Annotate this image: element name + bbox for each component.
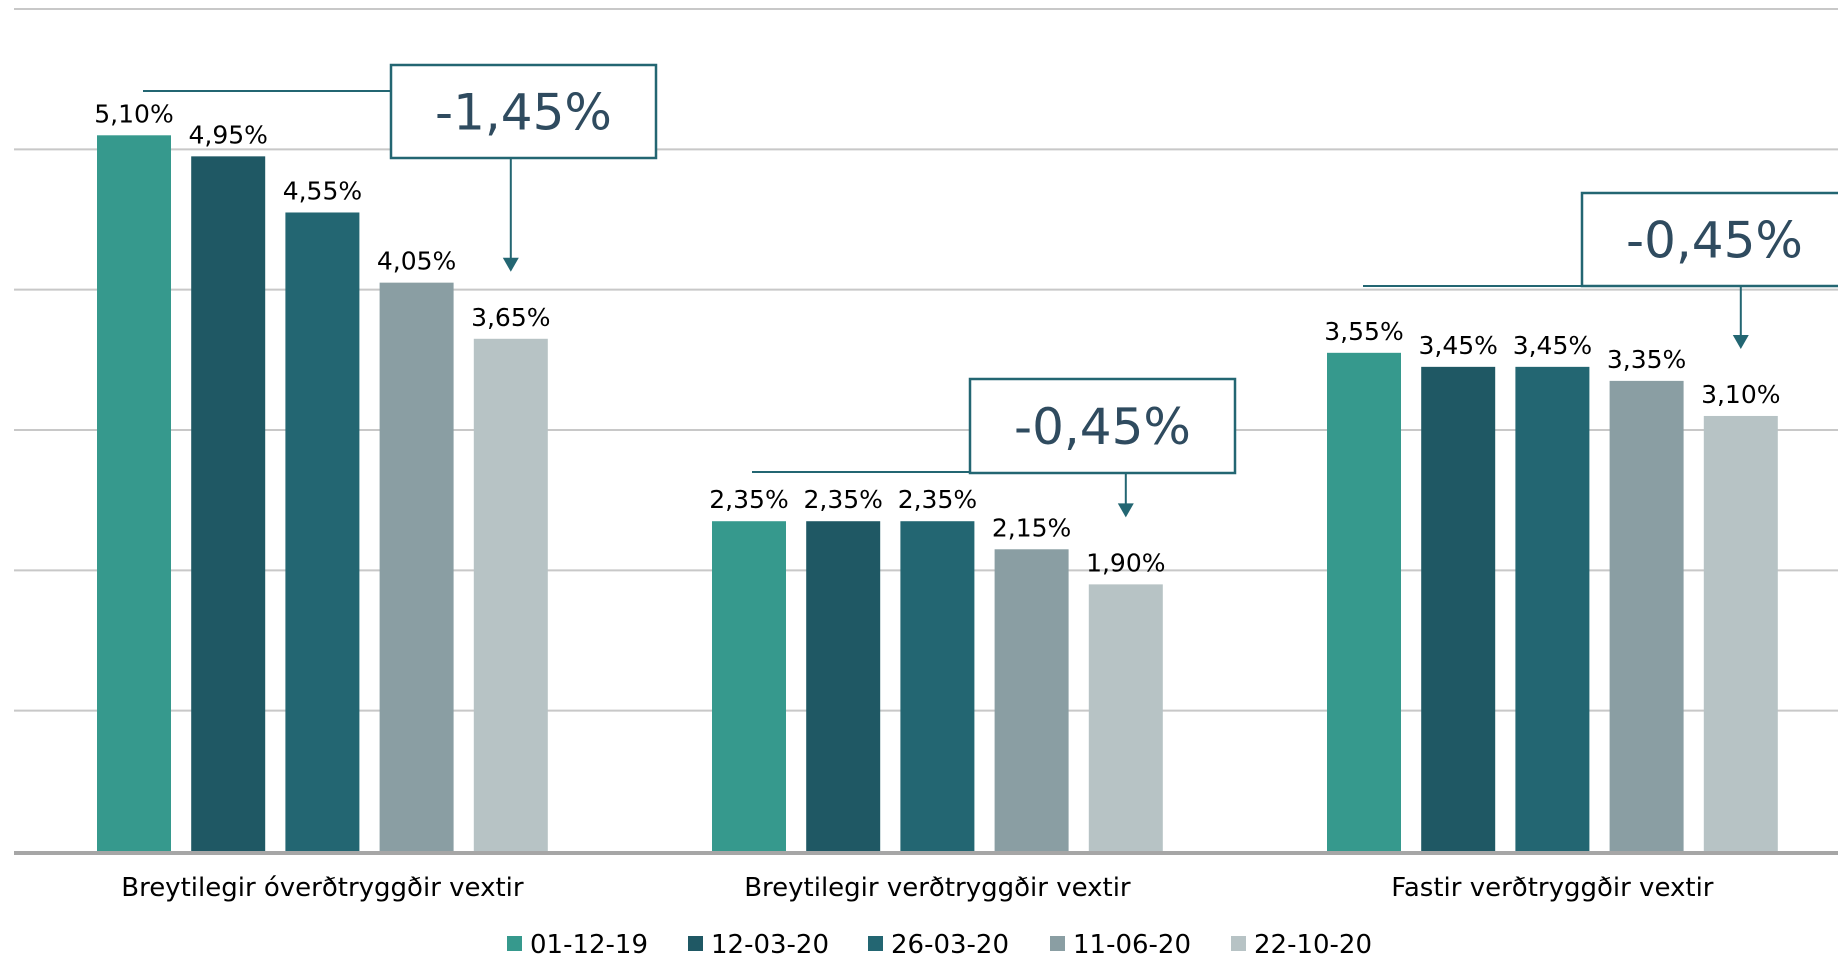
callout-box — [968, 377, 1237, 475]
legend-label: 12-03-20 — [711, 930, 829, 958]
bar — [97, 135, 171, 852]
legend-item: 01-12-19 — [507, 930, 648, 958]
legend: 01-12-19 12-03-20 26-03-20 11-06-20 22-10-20 — [507, 930, 1372, 958]
callout-text: -0,45% — [1014, 398, 1191, 456]
legend-label: 26-03-20 — [891, 930, 1009, 958]
data-label: 3,65% — [471, 303, 550, 332]
bar — [1609, 380, 1684, 851]
data-label: 4,55% — [283, 176, 362, 205]
callout-arrow-head — [502, 257, 519, 272]
legend-label: 22-10-20 — [1254, 930, 1372, 958]
data-label: 3,10% — [1701, 380, 1780, 409]
legend-swatch — [1231, 936, 1246, 951]
data-label: 3,35% — [1607, 345, 1686, 374]
callout-box — [389, 63, 658, 160]
callout-arrow-head — [1117, 503, 1134, 518]
annotations: -1,45% -0,45% -0,45% — [143, 63, 1838, 518]
callout-box — [1580, 191, 1838, 288]
x-tick-labels: Breytilegir óverðtryggðir vextir Breytile… — [121, 873, 1714, 903]
bar — [1515, 366, 1590, 851]
legend-label: 11-06-20 — [1073, 930, 1191, 958]
bar — [900, 521, 975, 851]
legend-swatch — [1050, 936, 1065, 951]
legend-label: 01-12-19 — [530, 930, 648, 958]
data-label: 1,90% — [1086, 548, 1165, 577]
data-label: 4,05% — [377, 247, 456, 276]
data-label: 3,55% — [1324, 317, 1403, 346]
bar — [379, 282, 454, 851]
legend-swatch — [507, 936, 522, 951]
legend-item: 26-03-20 — [868, 930, 1009, 958]
bar — [994, 549, 1069, 851]
legend-swatch — [868, 936, 883, 951]
data-label: 3,45% — [1513, 331, 1592, 360]
legend-item: 11-06-20 — [1050, 930, 1191, 958]
bars — [97, 135, 1778, 852]
bar — [191, 156, 266, 852]
data-label: 2,35% — [898, 485, 977, 514]
x-tick-label: Breytilegir verðtryggðir vextir — [744, 873, 1131, 903]
legend-swatch — [688, 936, 703, 951]
legend-item: 12-03-20 — [688, 930, 829, 958]
data-label: 5,10% — [94, 99, 173, 128]
callout: -0,45% — [752, 377, 1237, 518]
callout: -0,45% — [1363, 191, 1838, 349]
bar — [1703, 415, 1778, 851]
callout-text: -0,45% — [1626, 212, 1803, 270]
bar — [806, 521, 881, 851]
data-label: 3,45% — [1418, 331, 1497, 360]
callout-arrow-head — [1732, 334, 1749, 349]
bar — [285, 212, 360, 851]
callout-text: -1,45% — [435, 84, 612, 142]
x-tick-label: Breytilegir óverðtryggðir vextir — [121, 873, 524, 903]
data-label: 2,35% — [709, 485, 788, 514]
data-label: 2,15% — [992, 513, 1071, 542]
x-tick-label: Fastir verðtryggðir vextir — [1391, 873, 1713, 903]
bar — [712, 521, 786, 851]
bar — [1421, 366, 1496, 851]
bar — [1327, 352, 1401, 851]
data-label: 2,35% — [803, 485, 882, 514]
callout: -1,45% — [143, 63, 658, 272]
data-labels: 5,10% 4,95% 4,55% 4,05% 3,65% 2,35% 2,35% 2,35%… — [94, 99, 1780, 577]
data-label: 4,95% — [188, 120, 267, 149]
legend-item: 22-10-20 — [1231, 930, 1372, 958]
bar — [1088, 584, 1163, 851]
bar — [473, 338, 548, 851]
